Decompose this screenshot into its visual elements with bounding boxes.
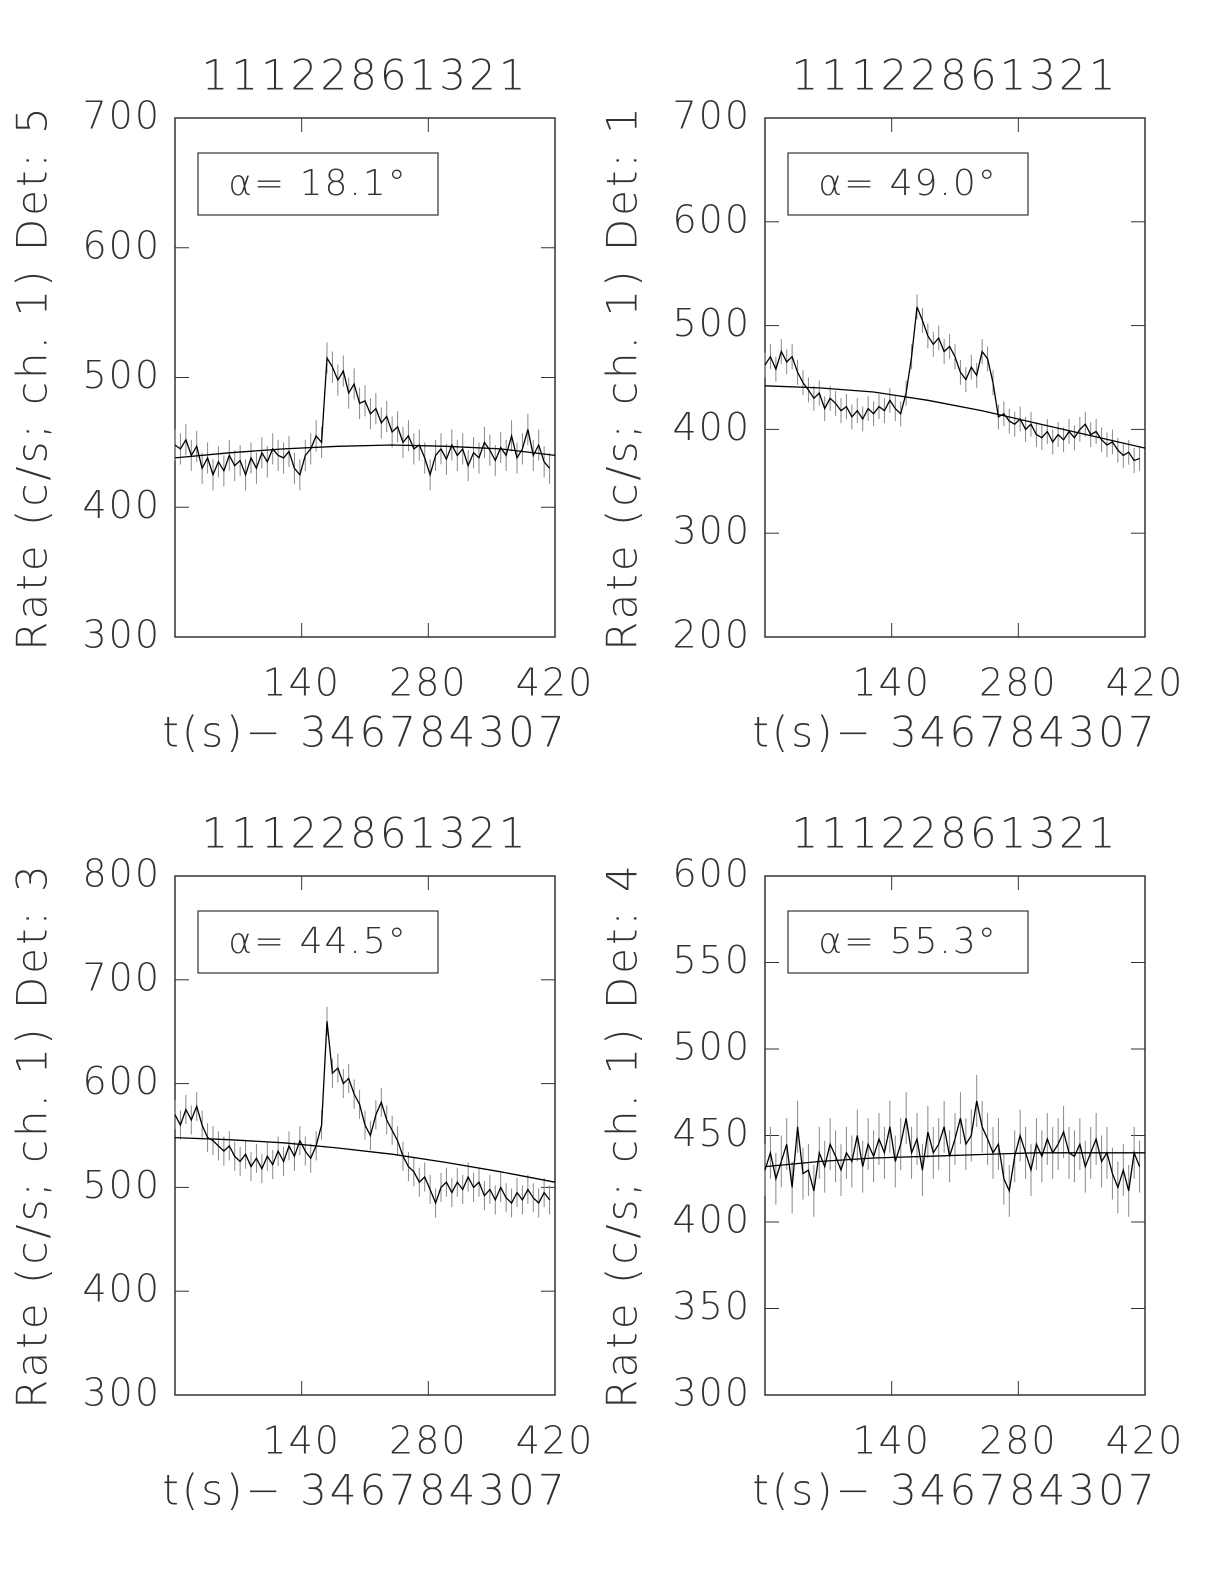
light-curve — [764, 306, 1140, 462]
y-tick-label: 600 — [82, 223, 161, 267]
y-tick-label: 300 — [672, 1371, 751, 1415]
y-tick-label: 300 — [82, 613, 161, 657]
panel: 11122861321 t(s)− 346784307 Rate (c/s; ch.… — [8, 51, 595, 757]
y-tick-label: 500 — [672, 1025, 751, 1069]
fit-curve — [764, 385, 1146, 449]
y-tick-label: 700 — [672, 94, 751, 138]
x-tick-label: 140 — [262, 1419, 341, 1463]
x-tick-label: 280 — [979, 1419, 1058, 1463]
x-tick-label: 420 — [1106, 661, 1185, 705]
fit-curve — [764, 1152, 1145, 1168]
y-tick-label: 200 — [672, 613, 751, 657]
light-curve — [174, 1021, 551, 1205]
fit-curve — [174, 444, 556, 459]
x-tick-label: 280 — [979, 661, 1058, 705]
x-tick-label: 280 — [389, 1419, 468, 1463]
y-tick-label: 350 — [672, 1284, 751, 1328]
panel: 11122861321 t(s)− 346784307 Rate (c/s; ch.… — [598, 809, 1185, 1515]
x-axis-label: t(s)− 346784307 — [162, 1466, 567, 1515]
x-axis-label: t(s)− 346784307 — [752, 1466, 1157, 1515]
y-tick-label: 600 — [82, 1059, 161, 1103]
y-axis-label: Rate (c/s; ch. 1) Det: 4 — [598, 862, 647, 1408]
x-axis-label: t(s)− 346784307 — [752, 708, 1157, 757]
fit-curve — [174, 1136, 556, 1183]
y-tick-label: 300 — [82, 1371, 161, 1415]
x-tick-label: 420 — [1106, 1419, 1185, 1463]
annotation-box — [787, 152, 1029, 216]
y-axis-label: Rate (c/s; ch. 1) Det: 3 — [8, 862, 57, 1408]
x-tick-label: 140 — [262, 661, 341, 705]
x-tick-label: 280 — [389, 661, 468, 705]
y-tick-label: 300 — [672, 509, 751, 553]
light-curve — [174, 355, 551, 478]
y-tick-label: 500 — [672, 301, 751, 345]
y-tick-label: 400 — [82, 483, 161, 527]
annotation: α= 18.1° — [228, 163, 408, 204]
y-tick-label: 800 — [82, 852, 161, 896]
y-tick-label: 600 — [672, 852, 751, 896]
annotation: α= 55.3° — [818, 921, 998, 962]
y-tick-label: 400 — [82, 1267, 161, 1311]
panel: 11122861321 t(s)− 346784307 Rate (c/s; ch.… — [598, 51, 1185, 757]
chart-title: 11122861321 — [202, 809, 529, 858]
x-tick-label: 420 — [516, 661, 595, 705]
y-tick-label: 450 — [672, 1111, 751, 1155]
y-tick-label: 500 — [82, 1163, 161, 1207]
light-curve — [764, 1100, 1141, 1194]
annotation: α= 44.5° — [228, 921, 408, 962]
y-tick-label: 500 — [82, 353, 161, 397]
annotation-box — [197, 152, 439, 216]
y-tick-label: 700 — [82, 955, 161, 999]
panel: 11122861321 t(s)− 346784307 Rate (c/s; ch.… — [8, 809, 595, 1515]
x-tick-label: 140 — [852, 661, 931, 705]
y-tick-label: 400 — [672, 405, 751, 449]
annotation-box — [787, 910, 1029, 974]
x-tick-label: 420 — [516, 1419, 595, 1463]
y-tick-label: 600 — [672, 197, 751, 241]
chart-title: 11122861321 — [792, 51, 1119, 100]
annotation: α= 49.0° — [818, 163, 998, 204]
x-tick-label: 140 — [852, 1419, 931, 1463]
annotation-box — [197, 910, 439, 974]
chart-title: 11122861321 — [792, 809, 1119, 858]
y-axis-label: Rate (c/s; ch. 1) Det: 1 — [598, 104, 647, 650]
y-axis-label: Rate (c/s; ch. 1) Det: 5 — [8, 104, 57, 650]
y-tick-label: 700 — [82, 94, 161, 138]
y-tick-label: 550 — [672, 938, 751, 982]
chart-title: 11122861321 — [202, 51, 529, 100]
x-axis-label: t(s)− 346784307 — [162, 708, 567, 757]
plot-frame — [174, 875, 556, 1396]
y-tick-label: 400 — [672, 1198, 751, 1242]
